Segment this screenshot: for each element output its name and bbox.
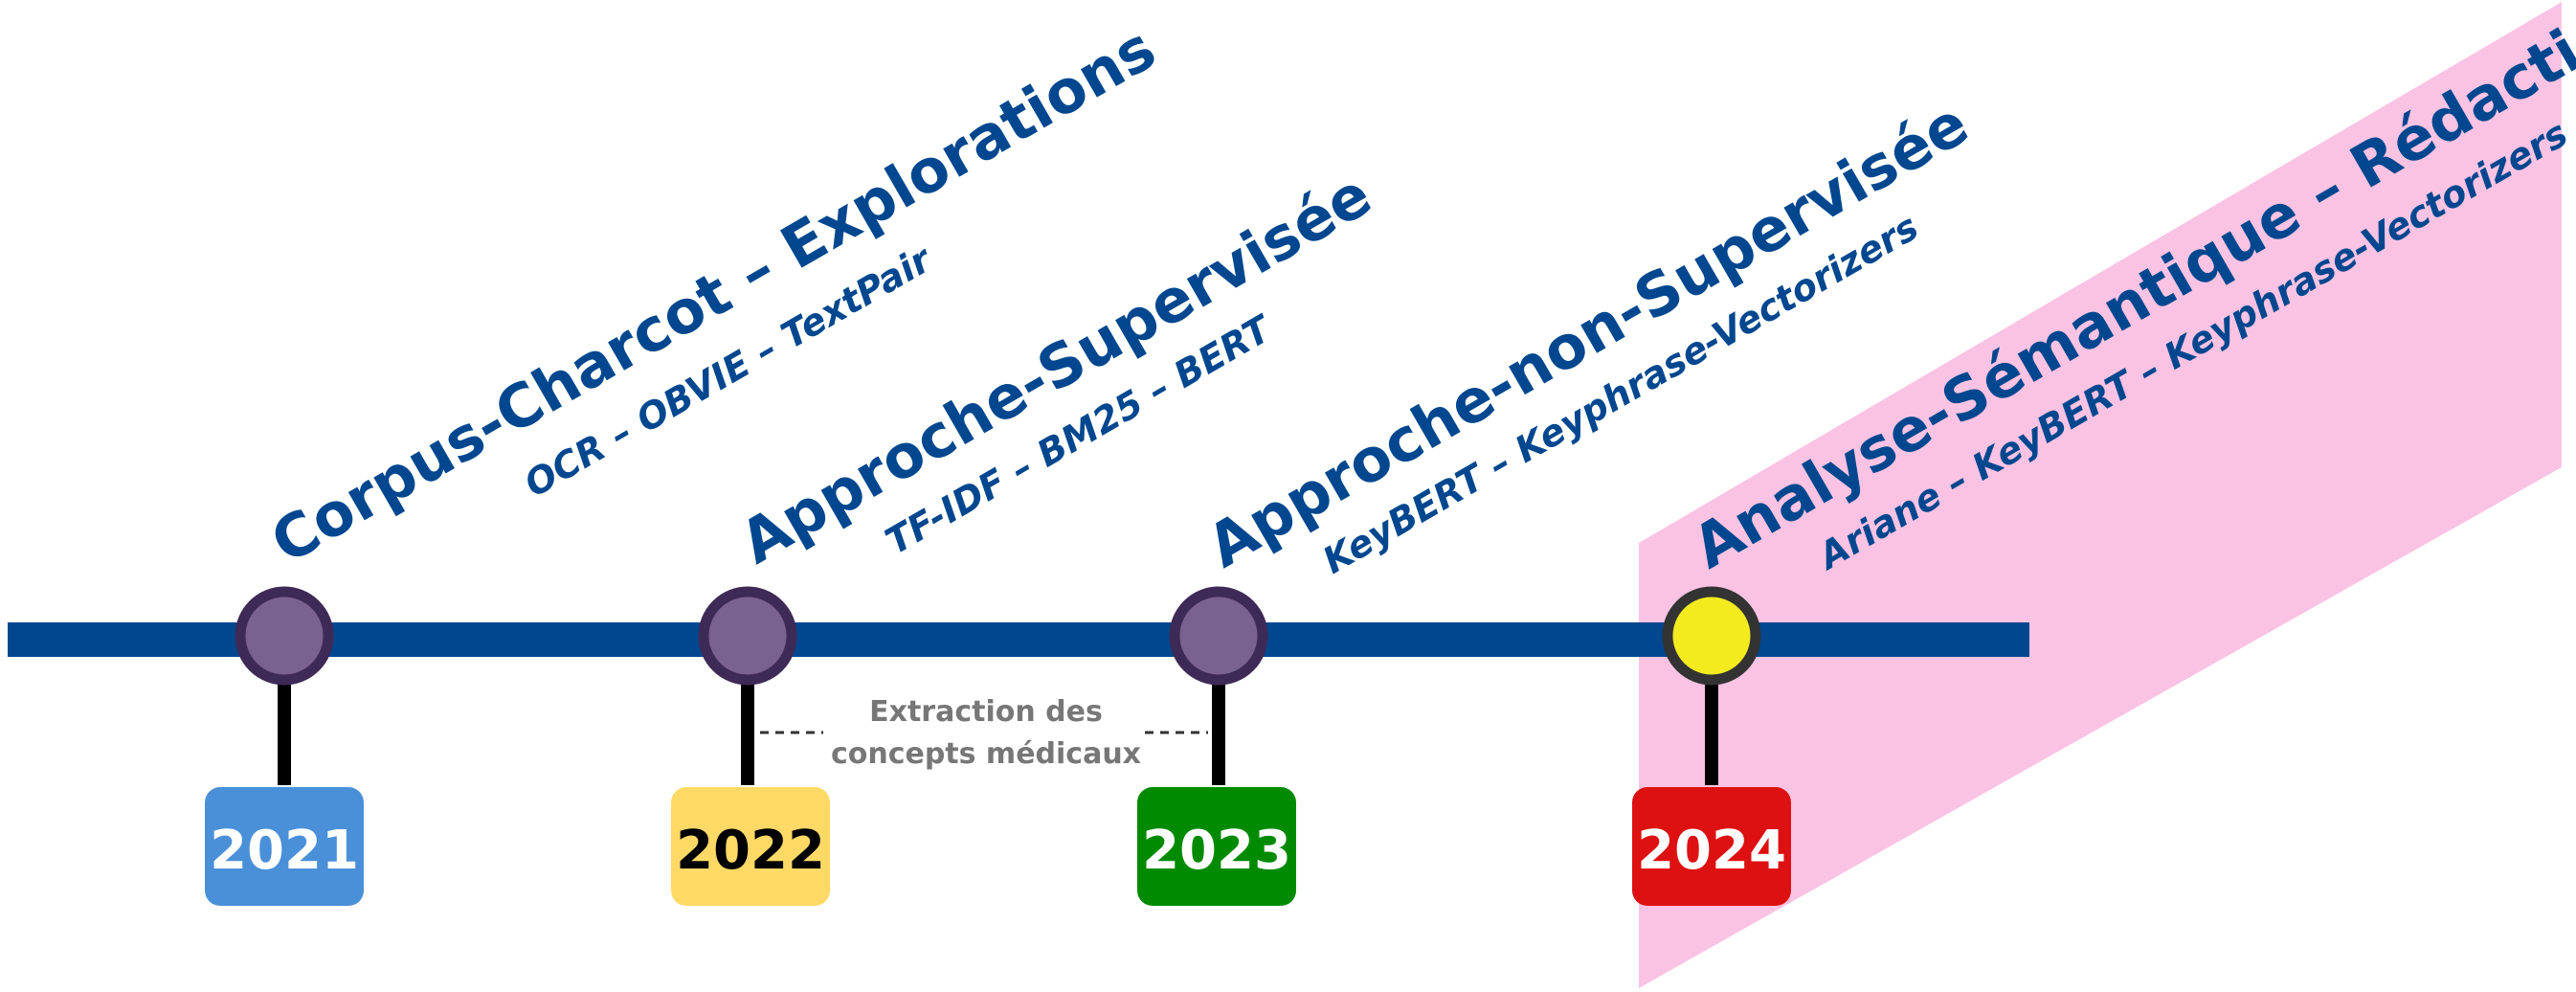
year-label-2024: 2024	[1637, 820, 1786, 882]
year-badge-2023: 2023	[1137, 787, 1296, 906]
year-badge-2024: 2024	[1632, 787, 1791, 906]
milestone-title-2021: Corpus-Charcot – Explorations	[259, 12, 1167, 576]
node-2023	[1169, 586, 1268, 686]
year-label-2022: 2022	[676, 820, 825, 882]
extraction-note-line2: concepts médicaux	[831, 737, 1141, 771]
year-label-2023: 2023	[1142, 820, 1291, 882]
stem-2022	[741, 682, 754, 785]
node-2022	[698, 586, 797, 686]
node-2021	[235, 586, 334, 686]
stem-2023	[1212, 682, 1225, 785]
year-label-2021: 2021	[210, 820, 359, 882]
year-badge-2022: 2022	[671, 787, 830, 906]
stem-2021	[278, 682, 291, 785]
highlight-band	[1639, 2, 2562, 988]
node-2024	[1662, 586, 1761, 686]
stem-2024	[1705, 682, 1718, 785]
year-badge-2021: 2021	[205, 787, 364, 906]
extraction-note-line1: Extraction des	[869, 695, 1103, 729]
